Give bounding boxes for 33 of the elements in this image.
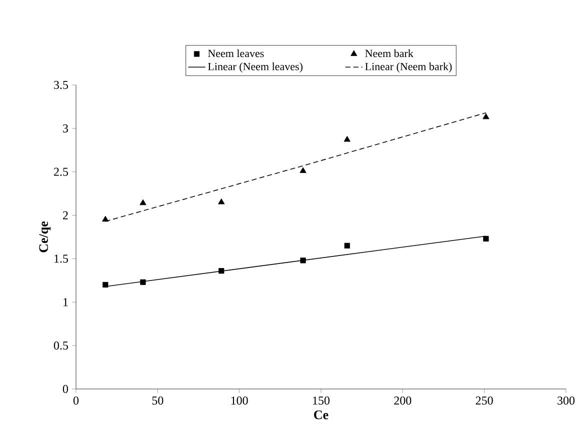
- point: [483, 236, 489, 242]
- y-tick-label: 0.5: [54, 341, 68, 350]
- x-tick-label: 50: [152, 396, 164, 405]
- legend-label: Linear (Neem leaves): [208, 62, 302, 73]
- y-tick-label: 2: [63, 211, 68, 220]
- x-tick-label: 250: [476, 396, 493, 405]
- x-tick-label: 0: [73, 396, 79, 405]
- y-axis-title: Ce/qe: [39, 221, 51, 252]
- point: [218, 268, 224, 274]
- x-tick-label: 200: [394, 396, 412, 405]
- x-axis-title: Ce: [314, 410, 328, 420]
- x-tick-label: 100: [231, 396, 248, 405]
- point: [140, 199, 146, 206]
- point: [344, 242, 350, 248]
- point: [218, 198, 225, 204]
- point: [482, 113, 490, 120]
- y-tick-label: 2.5: [54, 168, 68, 176]
- y-tick-label: 0: [62, 384, 68, 394]
- legend-label: Neem bark: [365, 49, 414, 58]
- y-tick-label: 1: [64, 298, 68, 306]
- x-tick-label: 300: [558, 396, 575, 405]
- legend-label: Neem leaves: [208, 49, 264, 58]
- x-tick-label: 150: [313, 396, 330, 405]
- y-tick-label: 3: [63, 124, 68, 132]
- point: [102, 216, 109, 222]
- y-tick-label: 1.5: [54, 254, 68, 263]
- point: [140, 279, 146, 285]
- point: [102, 282, 108, 288]
- point: [300, 258, 306, 264]
- legend-label: Linear (Neem bark): [365, 62, 452, 73]
- y-tick-label: 3.5: [54, 80, 68, 90]
- point: [300, 167, 306, 173]
- point: [344, 136, 350, 142]
